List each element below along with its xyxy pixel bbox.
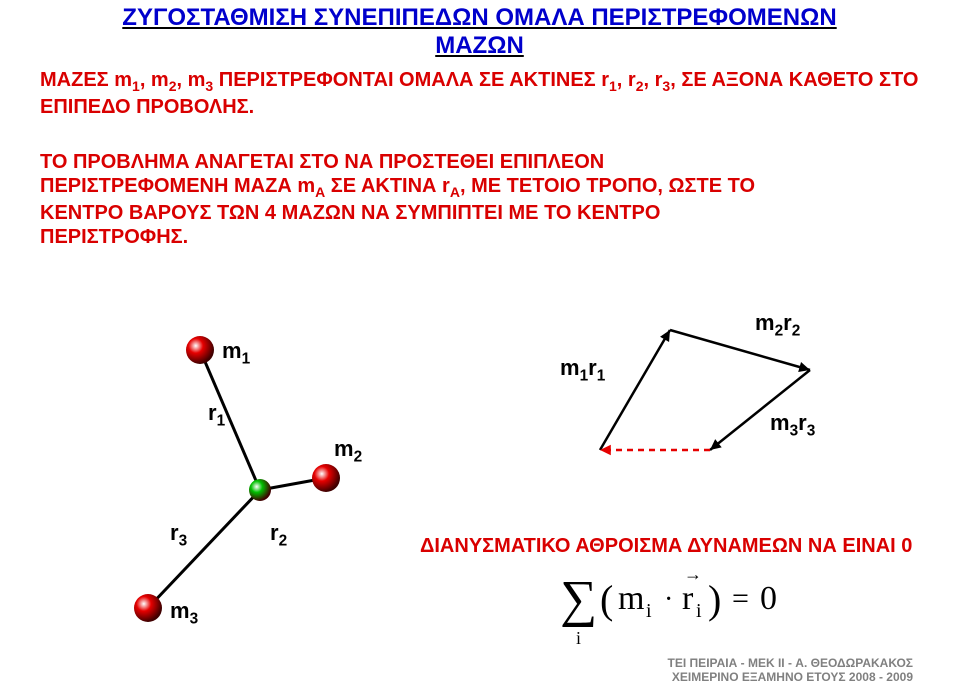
sum-statement: ΔΙΑΝΥΣΜΑΤΙΚΟ ΑΘΡΟΙΣΜΑ ΔΥΝΑΜΕΩΝ ΝΑ ΕΙΝΑΙ … bbox=[420, 535, 920, 558]
sum-text: ΔΙΑΝΥΣΜΑΤΙΚΟ ΑΘΡΟΙΣΜΑ ΔΥΝΑΜΕΩΝ ΝΑ ΕΙΝΑΙ … bbox=[420, 535, 912, 557]
label-m2: m2 bbox=[334, 436, 362, 466]
label-r1: r1 bbox=[208, 400, 225, 430]
paragraph-2: ΤΟ ΠΡΟΒΛΗΜΑ ΑΝΑΓΕΤΑΙ ΣΤΟ ΝΑ ΠΡΟΣΤΕΘΕΙ ΕΠ… bbox=[40, 150, 920, 249]
label-m1r1: m1r1 bbox=[560, 355, 605, 385]
label-m2r2: m2r2 bbox=[755, 310, 800, 340]
paragraph-1: ΜΑΖΕΣ m1, m2, m3 ΠΕΡΙΣΤΡΕΦΟΝΤΑΙ ΟΜΑΛΑ ΣΕ… bbox=[40, 68, 920, 119]
label-m3: m3 bbox=[170, 598, 198, 628]
formula: ∑i(mi·→ri)=0 bbox=[560, 570, 860, 660]
mass-diagram: m1 m2 m3 r1 r2 r3 bbox=[70, 300, 400, 650]
footer: ΤΕΙ ΠΕΙΡΑΙΑ - MEK II - Α. ΘΕΟΔΩΡΑΚΑΚΟΣΧΕ… bbox=[668, 657, 913, 685]
page-title: ΖΥΓΟΣΤΑΘΜΙΣΗ ΣΥΝΕΠΙΠΕΔΩΝ ΟΜΑΛΑ ΠΕΡΙΣΤΡΕΦ… bbox=[0, 4, 959, 59]
label-m1: m1 bbox=[222, 338, 250, 368]
label-r2: r2 bbox=[270, 520, 287, 550]
vector-diagram: m1r1 m2r2 m3r3 bbox=[520, 320, 870, 480]
label-r3: r3 bbox=[170, 520, 187, 550]
label-m3r3: m3r3 bbox=[770, 410, 815, 440]
